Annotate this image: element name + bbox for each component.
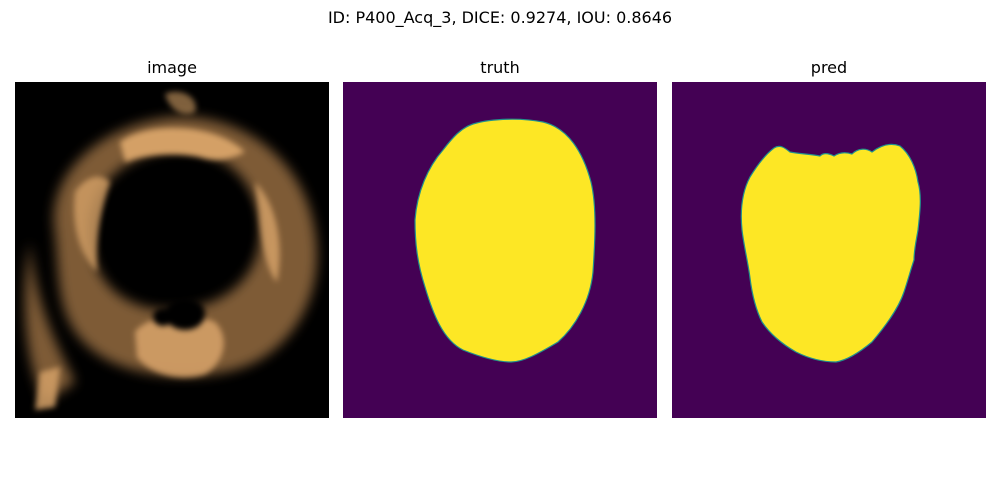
echo-image bbox=[15, 82, 329, 418]
panel-title-pred: pred bbox=[810, 58, 848, 77]
panel-title-image: image bbox=[147, 58, 197, 77]
pred-mask-region bbox=[740, 143, 921, 363]
truth-mask-panel bbox=[343, 82, 657, 418]
truth-mask-region bbox=[414, 118, 596, 363]
pred-mask bbox=[672, 82, 986, 418]
pred-mask-panel bbox=[672, 82, 986, 418]
panel-title-truth: truth bbox=[480, 58, 520, 77]
echo-image-panel bbox=[15, 82, 329, 418]
figure-suptitle: ID: P400_Acq_3, DICE: 0.9274, IOU: 0.864… bbox=[327, 8, 673, 27]
truth-mask bbox=[343, 82, 657, 418]
